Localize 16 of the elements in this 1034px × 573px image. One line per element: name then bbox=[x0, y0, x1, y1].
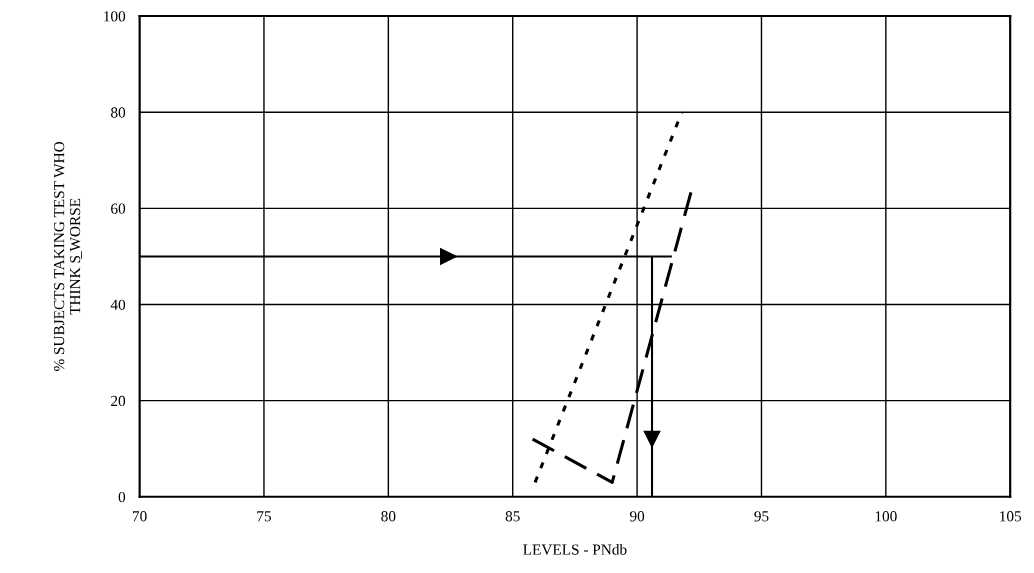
y-tick-label: 100 bbox=[104, 11, 126, 22]
x-tick-label: 75 bbox=[257, 511, 272, 522]
y-tick-label: 40 bbox=[110, 299, 126, 310]
y-tick-label: 80 bbox=[111, 107, 126, 118]
x-tick-label: 85 bbox=[505, 511, 520, 522]
x-tick-label: 90 bbox=[629, 511, 645, 522]
x-tick-label: 105 bbox=[1000, 511, 1022, 522]
y-tick-label: 60 bbox=[111, 203, 126, 214]
x-axis-title: LEVELS - PNdb bbox=[523, 543, 627, 555]
y-tick-label: 0 bbox=[118, 491, 126, 503]
x-tick-label: 80 bbox=[381, 511, 396, 522]
y-axis-title: % SUBJECTS TAKING TEST WHO THINK S̲ WORSE bbox=[53, 141, 82, 372]
y-tick-label: 20 bbox=[111, 395, 126, 407]
x-tick-label: 100 bbox=[875, 511, 897, 522]
x-tick-label: 70 bbox=[132, 511, 147, 522]
x-tick-label: 95 bbox=[754, 511, 769, 522]
